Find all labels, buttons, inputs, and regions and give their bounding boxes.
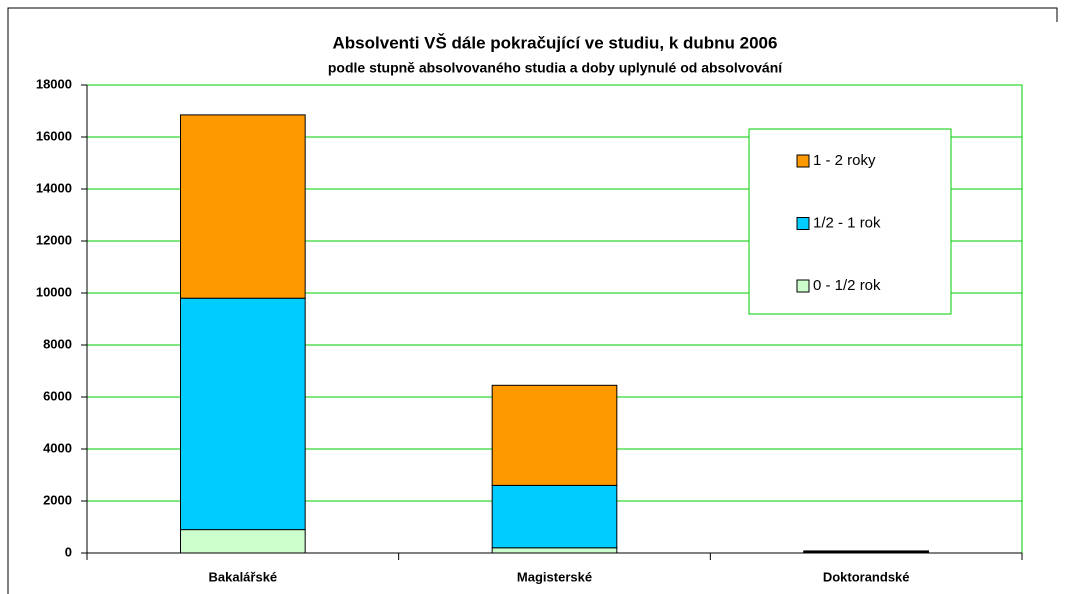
y-tick-label: 2000 xyxy=(43,492,72,507)
legend-label: 1 - 2 roky xyxy=(813,152,876,169)
frame xyxy=(7,7,1058,594)
y-tick-label: 8000 xyxy=(43,336,72,351)
y-tick-label: 12000 xyxy=(36,232,72,247)
bar-segment xyxy=(491,547,618,554)
y-tick-label: 18000 xyxy=(36,76,72,91)
y-tick-label: 0 xyxy=(65,544,72,559)
y-tick-label: 6000 xyxy=(43,388,72,403)
y-tick-label: 4000 xyxy=(43,440,72,455)
y-tick-label: 16000 xyxy=(36,128,72,143)
legend-label: 1/2 - 1 rok xyxy=(813,214,881,231)
x-tick-label: Doktorandské xyxy=(823,569,910,584)
y-tick-label: 14000 xyxy=(36,180,72,195)
legend-swatch xyxy=(796,154,810,168)
bar-segment xyxy=(180,297,306,531)
y-tick-label: 10000 xyxy=(36,284,72,299)
bar-segment xyxy=(180,529,306,554)
x-tick-label: Magisterské xyxy=(517,569,592,584)
x-tick-label: Bakalářské xyxy=(208,569,277,584)
bar-segment xyxy=(491,384,618,486)
legend-label: 0 - 1/2 rok xyxy=(813,277,881,294)
chart-title: Absolventi VŠ dále pokračující ve studiu… xyxy=(333,33,778,52)
legend-swatch xyxy=(796,279,810,293)
bar-segment xyxy=(491,484,618,549)
bar-segment xyxy=(803,550,929,553)
bar-segment xyxy=(180,114,306,299)
legend xyxy=(748,128,952,315)
legend-swatch xyxy=(796,217,810,230)
chart-subtitle: podle stupně absolvovaného studia a doby… xyxy=(328,60,783,76)
